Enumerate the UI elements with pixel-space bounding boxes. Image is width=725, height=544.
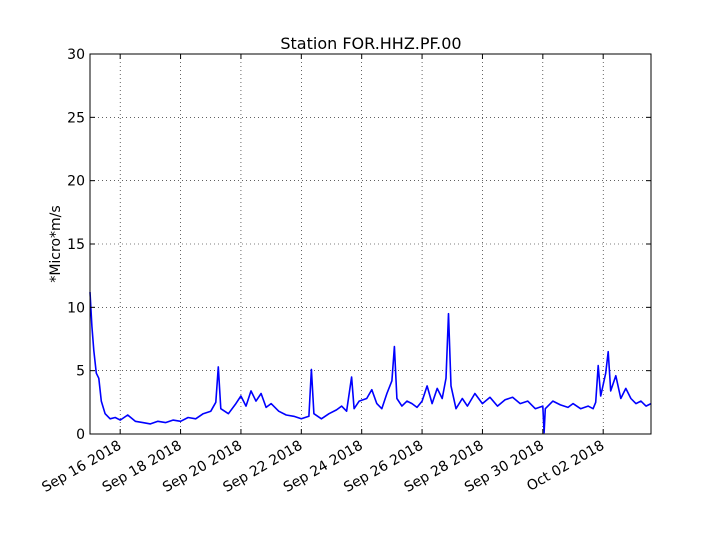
y-tick-label: 15: [67, 237, 85, 253]
y-tick-label: 30: [67, 47, 85, 63]
y-axis-label: *Micro*m/s: [48, 205, 64, 282]
y-tick-label: 25: [67, 110, 85, 126]
chart-title: Station FOR.HHZ.PF.00: [280, 34, 461, 53]
series-layer: [89, 292, 652, 434]
grid-lines: [90, 53, 651, 435]
y-tick-label: 20: [67, 174, 85, 190]
series-line-0: [89, 292, 652, 434]
y-tick-label: 0: [76, 427, 85, 443]
y-tick-label: 10: [67, 300, 85, 316]
y-tick-label: 5: [76, 364, 85, 380]
